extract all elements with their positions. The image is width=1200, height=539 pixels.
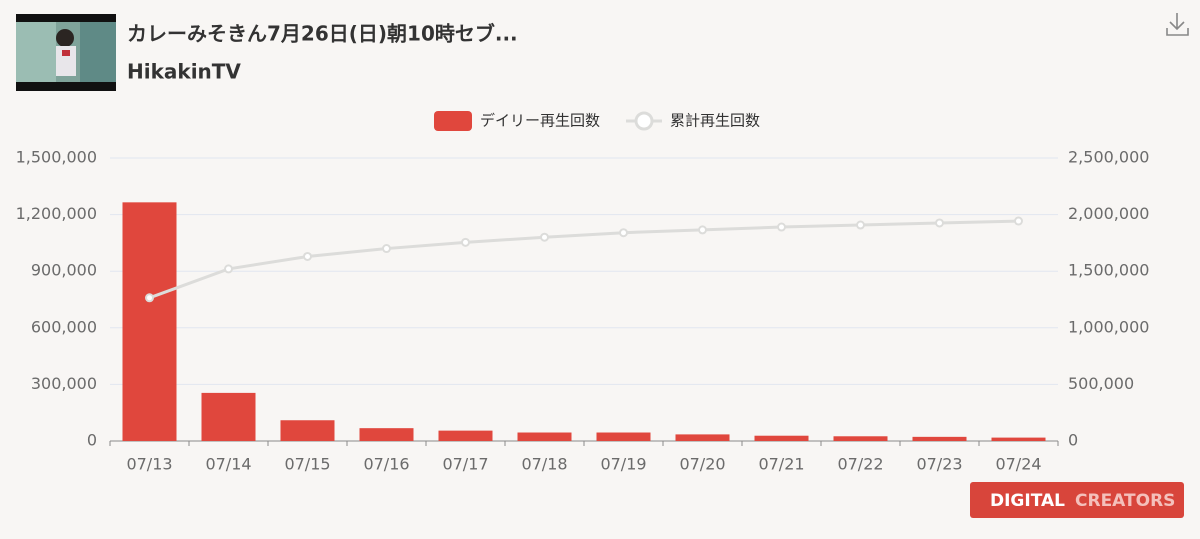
y2-tick-label: 500,000: [1068, 374, 1134, 393]
x-tick-label: 07/20: [679, 455, 725, 474]
y-tick-label: 1,500,000: [16, 148, 97, 167]
line-point: [619, 228, 628, 238]
x-tick-label: 07/14: [205, 455, 251, 474]
line: [148, 219, 1019, 300]
logo-text: CREATORS: [1075, 491, 1175, 511]
x-tick-label: 07/19: [600, 455, 646, 474]
x-tick-label: 07/18: [521, 455, 567, 474]
legend-swatch: [434, 111, 472, 131]
bar: [517, 432, 572, 441]
x-tick-label: 07/17: [442, 455, 488, 474]
line-point: [540, 232, 549, 242]
thumbnail: [16, 14, 116, 91]
bar: [912, 436, 967, 441]
x-tick-label: 07/21: [758, 455, 804, 474]
x-tick-label: 07/22: [837, 455, 883, 474]
bar: [596, 432, 651, 441]
line-point: [1014, 216, 1023, 226]
line-point: [224, 264, 233, 274]
legend-label: デイリー再生回数: [480, 112, 600, 130]
y2-tick-label: 1,500,000: [1068, 261, 1149, 280]
y2-tick-label: 2,000,000: [1068, 204, 1149, 223]
y-tick-label: 600,000: [31, 317, 97, 336]
y-tick-label: 0: [87, 431, 97, 450]
y2-tick-label: 0: [1068, 431, 1078, 450]
line-point: [461, 237, 470, 247]
line-point: [145, 293, 154, 303]
line-point: [935, 218, 944, 228]
bar: [754, 435, 809, 441]
x-tick-label: 07/16: [363, 455, 409, 474]
bar: [280, 420, 335, 441]
bar: [359, 428, 414, 441]
line-point: [856, 220, 865, 230]
line-point: [382, 244, 391, 254]
legend-label: 累計再生回数: [670, 112, 760, 130]
bar: [438, 430, 493, 441]
line-point: [777, 222, 786, 232]
bar: [991, 437, 1046, 441]
bar: [122, 202, 177, 441]
legend-swatch: [634, 111, 654, 131]
bar: [201, 392, 256, 441]
bar: [833, 436, 888, 441]
channel-name: HikakinTV: [127, 60, 241, 84]
y2-tick-label: 1,000,000: [1068, 317, 1149, 336]
line-point: [303, 251, 312, 261]
x-tick-label: 07/23: [916, 455, 962, 474]
bar: [675, 434, 730, 441]
y-tick-label: 1,200,000: [16, 204, 97, 223]
logo: DIGITAL CREATORS: [970, 482, 1184, 518]
y-tick-label: 300,000: [31, 374, 97, 393]
download-icon[interactable]: [1166, 13, 1189, 36]
x-tick-label: 07/24: [995, 455, 1041, 474]
y-tick-label: 900,000: [31, 261, 97, 280]
y2-tick-label: 2,500,000: [1068, 148, 1149, 167]
x-tick-label: 07/15: [284, 455, 330, 474]
x-tick-label: 07/13: [126, 455, 172, 474]
line-point: [698, 225, 707, 235]
logo-text: DIGITAL: [990, 491, 1065, 511]
video-title: カレーみそきん7月26日(日)朝10時セブ...: [127, 22, 518, 46]
